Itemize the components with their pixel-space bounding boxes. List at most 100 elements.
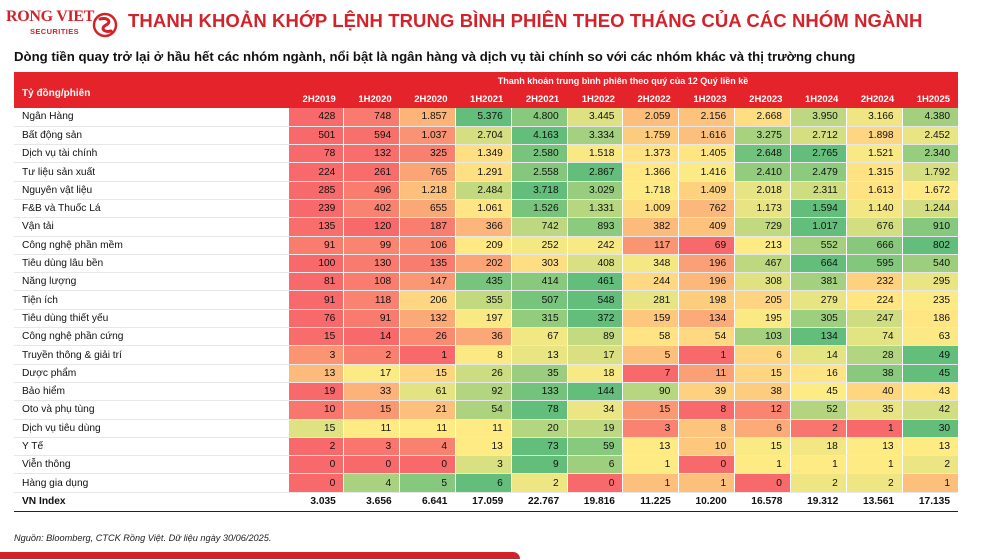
table-row: Công nghệ phần cứng 15 14 26 36 67 89 58 54 103 13…	[14, 327, 959, 347]
heatmap-cell: 38	[734, 382, 791, 402]
heatmap-cell: 1.718	[622, 181, 679, 200]
heatmap-cell: 42	[901, 400, 959, 420]
heatmap-cell: 91	[287, 236, 344, 255]
period-header-2h2019: 2H2019	[288, 90, 344, 108]
heatmap-cell: 67	[510, 327, 568, 347]
heatmap-cell: 1.672	[901, 181, 959, 200]
heatmap-cell: 1.373	[622, 144, 679, 164]
logo-subtext: SECURITIES	[30, 27, 80, 36]
table-row: Viễn thông 0 0 0 3 9 6 1 0 1 1 1 2	[14, 455, 959, 475]
heatmap-cell: 279	[789, 290, 847, 310]
heatmap-cell: 3.718	[510, 181, 568, 200]
heatmap-cell: 15	[734, 437, 791, 457]
heatmap-cell: 676	[845, 217, 903, 237]
heatmap-cell: 2	[789, 419, 847, 438]
table-row: Vận tải 135 120 187 366 742 893 382 409 729 1.017 6…	[14, 217, 959, 237]
heatmap-cell: 224	[287, 162, 344, 182]
heatmap-cell: 2.156	[678, 108, 735, 127]
table-row: Oto và phụ tùng 10 15 21 54 78 34 15 8 12 52 35 42	[14, 400, 959, 420]
heatmap-cell: 30	[901, 419, 959, 438]
heatmap-cell: 186	[901, 309, 959, 329]
heatmap-cell: 242	[566, 236, 623, 255]
sector-name: Công nghệ phần cứng	[14, 327, 288, 347]
heatmap-cell: 325	[399, 144, 456, 164]
heatmap-cell: 308	[734, 272, 791, 292]
table-row: Bất động sản 501 594 1.037 2.704 4.163 3.334 1.…	[14, 126, 959, 146]
sector-name: Tiêu dùng lâu bền	[14, 254, 288, 274]
sector-name: Bất động sản	[14, 126, 288, 146]
chart-subtitle: Dòng tiền quay trở lại ở hầu hết các nhó…	[14, 49, 856, 64]
heatmap-cell: 762	[678, 199, 735, 219]
heatmap-cell: 3.275	[734, 126, 791, 146]
heatmap-cell: 18	[789, 437, 847, 457]
heatmap-cell: 1.061	[454, 199, 512, 219]
heatmap-cell: 305	[789, 309, 847, 329]
heatmap-cell: 1.173	[734, 199, 791, 219]
heatmap-cell: 76	[287, 309, 344, 329]
heatmap-cell: 45	[789, 382, 847, 402]
heatmap-cell: 408	[566, 254, 623, 274]
heatmap-cell: 2.340	[901, 144, 959, 164]
heatmap-cell: 3.166	[845, 108, 903, 127]
heatmap-cell: 414	[510, 272, 568, 292]
heatmap-cell: 6	[734, 419, 791, 438]
heatmap-cell: 45	[901, 364, 959, 383]
heatmap-cell: 54	[454, 400, 512, 420]
heatmap-cell: 13	[901, 437, 959, 457]
heatmap-cell: 381	[789, 272, 847, 292]
total-cell: 22.767	[511, 491, 568, 512]
heatmap-cell: 1.140	[845, 199, 903, 219]
heatmap-cell: 1.315	[845, 162, 903, 182]
heatmap-cell: 261	[343, 162, 400, 182]
heatmap-cell: 8	[678, 419, 735, 438]
heatmap-cell: 382	[622, 217, 679, 237]
heatmap-cell: 5	[622, 345, 679, 365]
heatmap-cell: 13	[510, 345, 568, 365]
heatmap-cell: 2.479	[789, 162, 847, 182]
heatmap-cell: 348	[622, 254, 679, 274]
heatmap-cell: 3.445	[566, 108, 623, 127]
heatmap-cell: 2.558	[510, 162, 568, 182]
heatmap-cell: 402	[343, 199, 400, 219]
heatmap-cell: 15	[287, 419, 344, 438]
sector-name: Y Tế	[14, 437, 288, 457]
heatmap-cell: 10	[287, 400, 344, 420]
heatmap-cell: 11	[678, 364, 735, 383]
heatmap-cell: 1.759	[622, 126, 679, 146]
heatmap-cell: 40	[845, 382, 903, 402]
heatmap-cell: 1	[622, 455, 679, 475]
table-row: Dịch vụ tiêu dùng 15 11 11 11 20 19 3 8 6 2 1 30	[14, 419, 959, 438]
heatmap-cell: 729	[734, 217, 791, 237]
heatmap-cell: 52	[789, 400, 847, 420]
heatmap-cell: 43	[901, 382, 959, 402]
heatmap-cell: 59	[566, 437, 623, 457]
heatmap-cell: 7	[622, 364, 679, 383]
heatmap-cell: 91	[287, 290, 344, 310]
chart-title: THANH KHOẢN KHỚP LỆNH TRUNG BÌNH PHIÊN T…	[128, 10, 923, 31]
heatmap-cell: 1.792	[901, 162, 959, 182]
heatmap-cell: 893	[566, 217, 623, 237]
heatmap-cell: 655	[399, 199, 456, 219]
heatmap-cell: 1.244	[901, 199, 959, 219]
heatmap-cell: 355	[454, 290, 512, 310]
sector-name: Truyền thông & giải trí	[14, 345, 288, 365]
heatmap-cell: 2.452	[901, 126, 959, 146]
heatmap-cell: 1	[622, 473, 679, 493]
heatmap-cell: 428	[287, 108, 344, 127]
heatmap-cell: 36	[454, 327, 512, 347]
sector-name: Nguyên vật liệu	[14, 181, 288, 200]
heatmap-cell: 2	[343, 345, 400, 365]
heatmap-cell: 2.704	[454, 126, 512, 146]
heatmap-cell: 3	[343, 437, 400, 457]
heatmap-cell: 8	[678, 400, 735, 420]
heatmap-cell: 209	[454, 236, 512, 255]
heatmap-cell: 1	[734, 455, 791, 475]
heatmap-cell: 14	[789, 345, 847, 365]
heatmap-cell: 4.163	[510, 126, 568, 146]
sector-name: Công nghệ phần mềm	[14, 236, 288, 255]
heatmap-cell: 1.518	[566, 144, 623, 164]
heatmap-cell: 595	[845, 254, 903, 274]
heatmap-cell: 15	[399, 364, 456, 383]
heatmap-cell: 372	[566, 309, 623, 329]
heatmap-cell: 802	[901, 236, 959, 255]
